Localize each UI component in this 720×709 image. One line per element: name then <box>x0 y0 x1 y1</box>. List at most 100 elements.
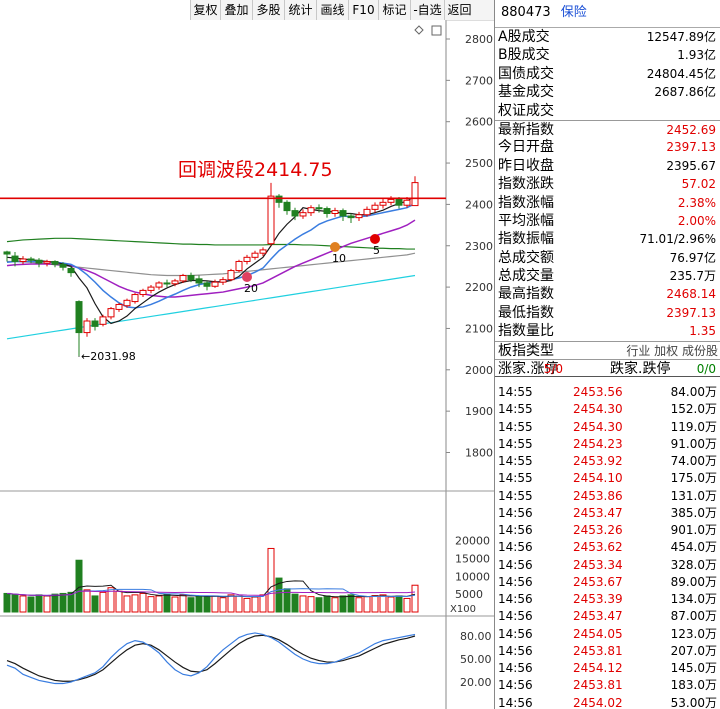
candle-body <box>163 282 171 285</box>
volume-bar <box>411 584 419 613</box>
volume-bar <box>27 596 35 613</box>
toolbar-button-1[interactable]: 叠加 <box>220 0 252 20</box>
volume-bar <box>339 595 347 613</box>
tick-row: 14:55 2454.10 175.0万 <box>495 470 720 487</box>
candle-body <box>35 259 43 264</box>
tick-time: 14:56 <box>498 626 533 641</box>
down-limit-value: 0/0 <box>696 361 716 376</box>
tick-volume: 183.0万 <box>670 678 717 693</box>
tick-price: 2453.56 <box>573 385 623 399</box>
candle-body <box>187 275 195 281</box>
stat-label: 指数涨跌 <box>498 176 554 193</box>
stat-row: 最新指数 2452.69 <box>495 119 720 138</box>
volume-bar <box>131 594 139 613</box>
tick-price: 2454.30 <box>573 419 623 434</box>
volume-axis-label: 10000 <box>455 570 490 583</box>
volume-bar <box>179 594 187 613</box>
tick-row: 14:55 2453.86 131.0万 <box>495 488 720 505</box>
volume-bar <box>395 595 403 613</box>
tick-volume: 74.00万 <box>670 454 717 468</box>
kdj-axis-label: 20.00 <box>460 676 492 689</box>
toolbar-button-4[interactable]: 画线 <box>316 0 348 20</box>
volume-axis-label: 5000 <box>455 588 483 601</box>
candle-body <box>123 299 131 307</box>
tick-time: 14:56 <box>498 523 533 537</box>
tick-volume: 145.0万 <box>670 661 717 675</box>
kdj-axis-label: 80.00 <box>460 630 492 643</box>
toolbar-button-8[interactable]: 返回 <box>444 0 474 20</box>
tick-price: 2453.47 <box>573 505 623 520</box>
candle-body <box>403 199 411 206</box>
stat-value: 2.38% <box>677 195 716 210</box>
volume-bar <box>387 596 395 613</box>
tick-row: 14:56 2453.34 328.0万 <box>495 557 720 574</box>
volume-bar <box>35 594 43 613</box>
stat-row: 权证成交 <box>495 102 720 120</box>
volume-bar <box>267 547 275 613</box>
tick-volume: 131.0万 <box>670 488 717 503</box>
stat-value: 71.01/2.96% <box>639 232 716 247</box>
stat-value: 1.93亿 <box>677 48 716 63</box>
volume-bar <box>403 597 411 613</box>
volume-bar <box>315 597 323 613</box>
tick-volume: 134.0万 <box>670 592 717 606</box>
stat-label: 指数振幅 <box>498 231 554 248</box>
stat-value: 57.02 <box>681 177 716 192</box>
candle-body <box>219 279 227 283</box>
stat-value: 2468.14 <box>666 287 716 302</box>
volume-bar <box>203 596 211 613</box>
toolbar-button-5[interactable]: F10 <box>348 0 378 20</box>
wave-label: 回调波段2414.75 <box>178 159 333 181</box>
chart-canvas[interactable]: 2800 2700 2600 2500 2400 2300 2200 2100 2000 1900… <box>0 0 494 709</box>
stat-label: 今日开盘 <box>498 139 554 156</box>
toolbar-button-6[interactable]: 标记 <box>378 0 410 20</box>
stat-label: B股成交 <box>498 47 550 64</box>
volume-bar <box>67 591 75 613</box>
tick-time: 14:55 <box>498 419 533 434</box>
toolbar-button-7[interactable]: -自选 <box>410 0 444 20</box>
candle-body <box>395 198 403 206</box>
toolbar: 复权 叠加 多股 统计 画线 F10 标记 -自选 返回 <box>190 0 494 20</box>
candle-body <box>75 301 83 334</box>
candle-body <box>91 320 99 327</box>
volume-bar <box>363 596 371 613</box>
stat-value: 76.97亿 <box>669 250 716 265</box>
candle-body <box>379 201 387 206</box>
tick-list[interactable]: 14:55 2453.56 84.00万 14:55 2454.30 152.0万 14:5… <box>495 384 720 709</box>
kdj-k-line <box>6 632 416 685</box>
candle-body <box>131 294 139 303</box>
stock-name[interactable]: 保险 <box>560 5 587 20</box>
volume-bar <box>259 594 267 613</box>
candle-body <box>243 256 251 262</box>
tick-volume: 152.0万 <box>670 402 717 417</box>
volume-bar <box>195 595 203 613</box>
stat-value: 2687.86亿 <box>654 85 716 100</box>
stat-row: 指数涨跌 57.02 <box>495 175 720 193</box>
ma10-line <box>6 202 416 309</box>
toolbar-button-0[interactable]: 复权 <box>190 0 220 20</box>
stat-label: 最低指数 <box>498 304 554 321</box>
toolbar-button-2[interactable]: 多股 <box>252 0 284 20</box>
candle-body <box>67 267 75 274</box>
tick-time: 14:55 <box>498 454 533 468</box>
volume-bar <box>19 595 27 613</box>
tick-row: 14:56 2453.26 901.0万 <box>495 522 720 539</box>
volume-bar <box>307 596 315 613</box>
stat-label: 总成交量 <box>498 268 554 285</box>
volume-bar <box>147 596 155 613</box>
price-axis-label: 2600 <box>465 116 493 129</box>
candle-body <box>411 182 419 207</box>
toolbar-button-3[interactable]: 统计 <box>284 0 316 20</box>
kline-chart[interactable]: 2800 2700 2600 2500 2400 2300 2200 2100 2000 1900… <box>0 0 494 709</box>
candle-body <box>331 210 339 214</box>
tick-volume: 454.0万 <box>670 540 717 555</box>
candle-body <box>291 210 299 217</box>
volume-ma20-line <box>6 590 416 596</box>
volume-bar <box>227 594 235 613</box>
board-type-label: 板指类型 <box>498 342 554 359</box>
board-type-options[interactable]: 行业 加权 成份股 <box>626 343 718 358</box>
volume-bar <box>291 593 299 613</box>
tick-price: 2453.34 <box>573 557 623 572</box>
tick-volume: 901.0万 <box>670 523 717 537</box>
candle-body <box>3 251 11 255</box>
